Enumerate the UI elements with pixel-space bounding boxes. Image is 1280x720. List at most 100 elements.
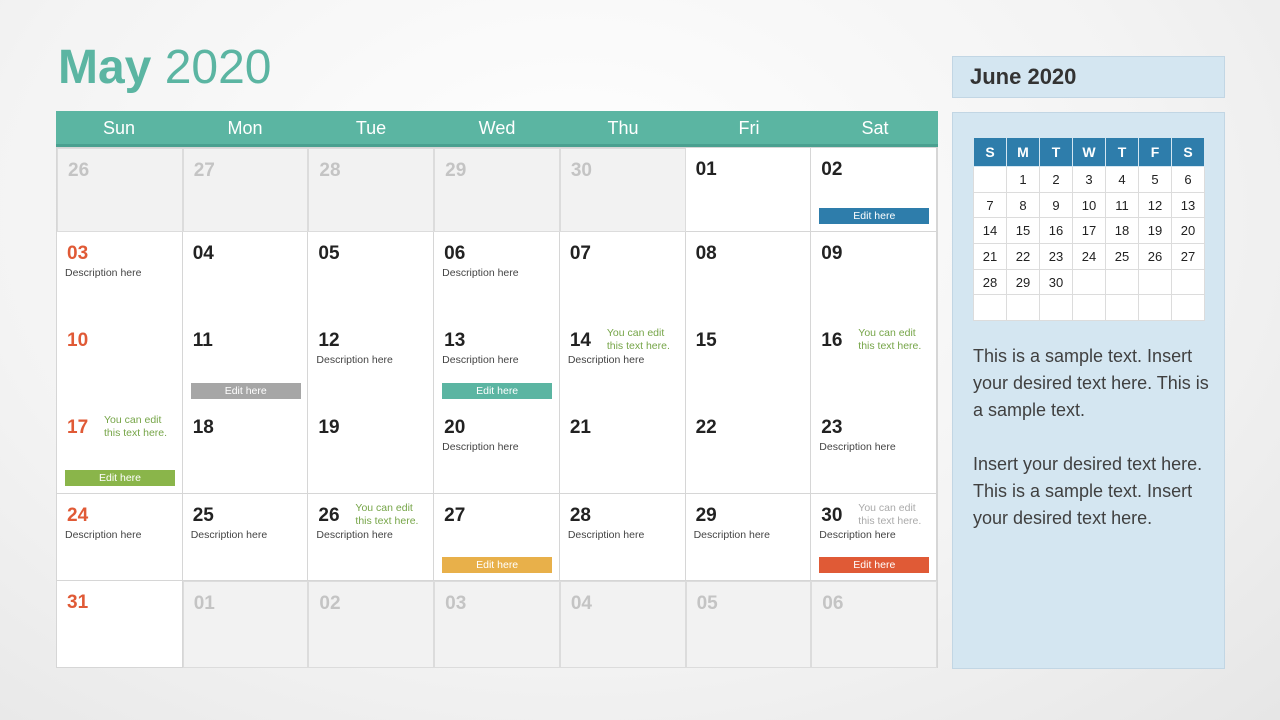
mini-day[interactable]: 1 bbox=[1006, 166, 1040, 193]
mini-day[interactable]: 17 bbox=[1072, 217, 1106, 245]
day-cell[interactable]: 09 bbox=[811, 232, 937, 319]
edit-button[interactable]: Edit here bbox=[819, 208, 930, 224]
mini-weekday: T bbox=[1039, 137, 1073, 167]
mini-day[interactable]: 24 bbox=[1072, 243, 1106, 270]
mini-day[interactable] bbox=[1138, 294, 1172, 322]
title-year: 2020 bbox=[164, 41, 272, 94]
day-cell[interactable]: 06 bbox=[811, 581, 937, 668]
day-cell[interactable]: 11 Edit here bbox=[182, 319, 309, 406]
mini-day[interactable]: 16 bbox=[1039, 217, 1073, 245]
mini-day[interactable] bbox=[973, 166, 1007, 193]
mini-day[interactable] bbox=[1039, 294, 1073, 322]
mini-day[interactable]: 22 bbox=[1006, 243, 1040, 270]
day-cell[interactable]: 08 bbox=[685, 232, 812, 319]
mini-day[interactable]: 13 bbox=[1171, 191, 1205, 219]
day-number: 08 bbox=[695, 243, 717, 264]
day-cell[interactable]: 24 Description here bbox=[57, 494, 183, 581]
day-cell[interactable]: 30 Description here You can edit this text… bbox=[811, 494, 937, 581]
mini-day[interactable]: 30 bbox=[1039, 268, 1073, 296]
day-cell[interactable]: 04 bbox=[182, 232, 309, 319]
mini-week: 14 15 16 17 18 19 20 bbox=[973, 217, 1205, 245]
mini-day[interactable]: 9 bbox=[1039, 191, 1073, 219]
day-cell[interactable]: 17 You can edit this text here. Edit here bbox=[57, 406, 183, 494]
mini-day[interactable]: 12 bbox=[1138, 191, 1172, 219]
mini-day[interactable]: 11 bbox=[1105, 191, 1139, 219]
day-cell[interactable]: 02 Edit here bbox=[811, 148, 937, 232]
day-cell[interactable]: 12 Description here bbox=[308, 319, 435, 406]
edit-button[interactable]: Edit here bbox=[190, 383, 301, 399]
mini-day[interactable]: 7 bbox=[973, 191, 1007, 219]
mini-day[interactable] bbox=[1138, 268, 1172, 296]
mini-day[interactable] bbox=[1072, 294, 1106, 322]
day-cell[interactable]: 01 bbox=[685, 148, 812, 232]
mini-week: 21 22 23 24 25 26 27 bbox=[973, 243, 1205, 270]
mini-day[interactable]: 23 bbox=[1039, 243, 1073, 270]
mini-day[interactable]: 14 bbox=[973, 217, 1007, 245]
mini-day[interactable]: 19 bbox=[1138, 217, 1172, 245]
mini-day[interactable] bbox=[1072, 268, 1106, 296]
day-cell[interactable]: 06 Description here bbox=[434, 232, 560, 319]
day-cell[interactable]: 03 bbox=[434, 581, 560, 668]
mini-day[interactable]: 8 bbox=[1006, 191, 1040, 219]
day-cell[interactable]: 05 bbox=[308, 232, 435, 319]
mini-day[interactable]: 29 bbox=[1006, 268, 1040, 296]
mini-day[interactable]: 3 bbox=[1072, 166, 1106, 193]
day-cell[interactable]: 10 bbox=[57, 319, 183, 406]
day-cell[interactable]: 03 Description here bbox=[57, 232, 183, 319]
mini-day[interactable]: 18 bbox=[1105, 217, 1139, 245]
mini-day[interactable] bbox=[1105, 268, 1139, 296]
day-cell[interactable]: 20 Description here bbox=[434, 406, 560, 494]
mini-day[interactable]: 27 bbox=[1171, 243, 1205, 270]
mini-day[interactable]: 20 bbox=[1171, 217, 1205, 245]
day-cell[interactable]: 21 bbox=[559, 406, 686, 494]
day-cell[interactable]: 01 bbox=[182, 581, 309, 668]
day-cell[interactable]: 25 Description here bbox=[182, 494, 309, 581]
mini-day[interactable]: 21 bbox=[973, 243, 1007, 270]
mini-day[interactable]: 10 bbox=[1072, 191, 1106, 219]
day-cell[interactable]: 29 bbox=[434, 148, 560, 232]
day-cell[interactable]: 22 bbox=[685, 406, 812, 494]
day-cell[interactable]: 28 Description here bbox=[559, 494, 686, 581]
day-cell[interactable]: 13 Description here Edit here bbox=[434, 319, 560, 406]
mini-day[interactable] bbox=[1171, 294, 1205, 322]
day-description: Description here bbox=[65, 529, 142, 541]
side-paragraph: This is a sample text. Insert your desir… bbox=[973, 346, 1209, 420]
mini-day[interactable]: 4 bbox=[1105, 166, 1139, 193]
day-cell[interactable]: 30 bbox=[559, 148, 686, 232]
day-cell[interactable]: 29 Description here bbox=[685, 494, 812, 581]
mini-day[interactable]: 26 bbox=[1138, 243, 1172, 270]
edit-button[interactable]: Edit here bbox=[819, 557, 930, 573]
edit-button[interactable]: Edit here bbox=[65, 470, 175, 486]
day-cell[interactable]: 28 bbox=[308, 148, 435, 232]
mini-day[interactable]: 28 bbox=[973, 268, 1007, 296]
mini-day[interactable] bbox=[1006, 294, 1040, 322]
day-cell[interactable]: 26 Description here You can edit this text… bbox=[308, 494, 435, 581]
day-cell[interactable]: 19 bbox=[308, 406, 435, 494]
day-cell[interactable]: 07 bbox=[559, 232, 686, 319]
day-cell[interactable]: 18 bbox=[182, 406, 309, 494]
mini-day[interactable] bbox=[1171, 268, 1205, 296]
edit-button[interactable]: Edit here bbox=[442, 557, 553, 573]
mini-day[interactable] bbox=[973, 294, 1007, 322]
mini-day[interactable]: 25 bbox=[1105, 243, 1139, 270]
day-cell[interactable]: 04 bbox=[559, 581, 686, 668]
day-cell[interactable]: 31 bbox=[57, 581, 183, 668]
day-cell[interactable]: 27 bbox=[182, 148, 309, 232]
mini-day[interactable]: 15 bbox=[1006, 217, 1040, 245]
day-number: 03 bbox=[445, 593, 467, 614]
day-cell[interactable]: 27 Edit here bbox=[434, 494, 560, 581]
day-cell[interactable]: 02 bbox=[308, 581, 435, 668]
mini-day[interactable]: 5 bbox=[1138, 166, 1172, 193]
day-cell[interactable]: 23 Description here bbox=[811, 406, 937, 494]
edit-button[interactable]: Edit here bbox=[442, 383, 553, 399]
mini-day[interactable]: 6 bbox=[1171, 166, 1205, 193]
mini-day[interactable] bbox=[1105, 294, 1139, 322]
day-cell[interactable]: 16 You can edit this text here. bbox=[811, 319, 937, 406]
day-number: 24 bbox=[67, 505, 89, 526]
day-cell[interactable]: 26 bbox=[57, 148, 183, 232]
day-cell[interactable]: 05 bbox=[685, 581, 812, 668]
day-cell[interactable]: 14 Description here You can edit this text… bbox=[559, 319, 686, 406]
mini-day[interactable]: 2 bbox=[1039, 166, 1073, 193]
day-cell[interactable]: 15 bbox=[685, 319, 812, 406]
